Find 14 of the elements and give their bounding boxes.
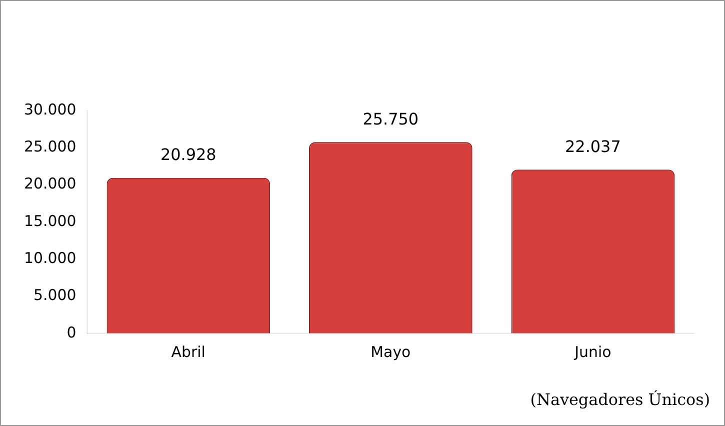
y-tick-label: 25.000 bbox=[24, 138, 76, 156]
data-label: 25.750 bbox=[362, 109, 419, 128]
y-tick-label: 15.000 bbox=[24, 212, 76, 230]
y-tick-label: 0 bbox=[66, 323, 76, 342]
x-tick-label: Junio bbox=[574, 343, 612, 362]
y-tick-label: 10.000 bbox=[24, 249, 76, 267]
y-tick-label: 20.000 bbox=[24, 174, 76, 193]
x-tick-label: Mayo bbox=[370, 343, 411, 362]
data-label: 22.037 bbox=[565, 136, 621, 156]
y-tick-label: 5.000 bbox=[33, 286, 76, 304]
x-tick-label: Abril bbox=[171, 343, 206, 362]
text: (Navegadores Únicos) bbox=[530, 390, 710, 410]
y-tick-label: 30.000 bbox=[24, 100, 76, 118]
data-label: 20.928 bbox=[160, 145, 216, 164]
